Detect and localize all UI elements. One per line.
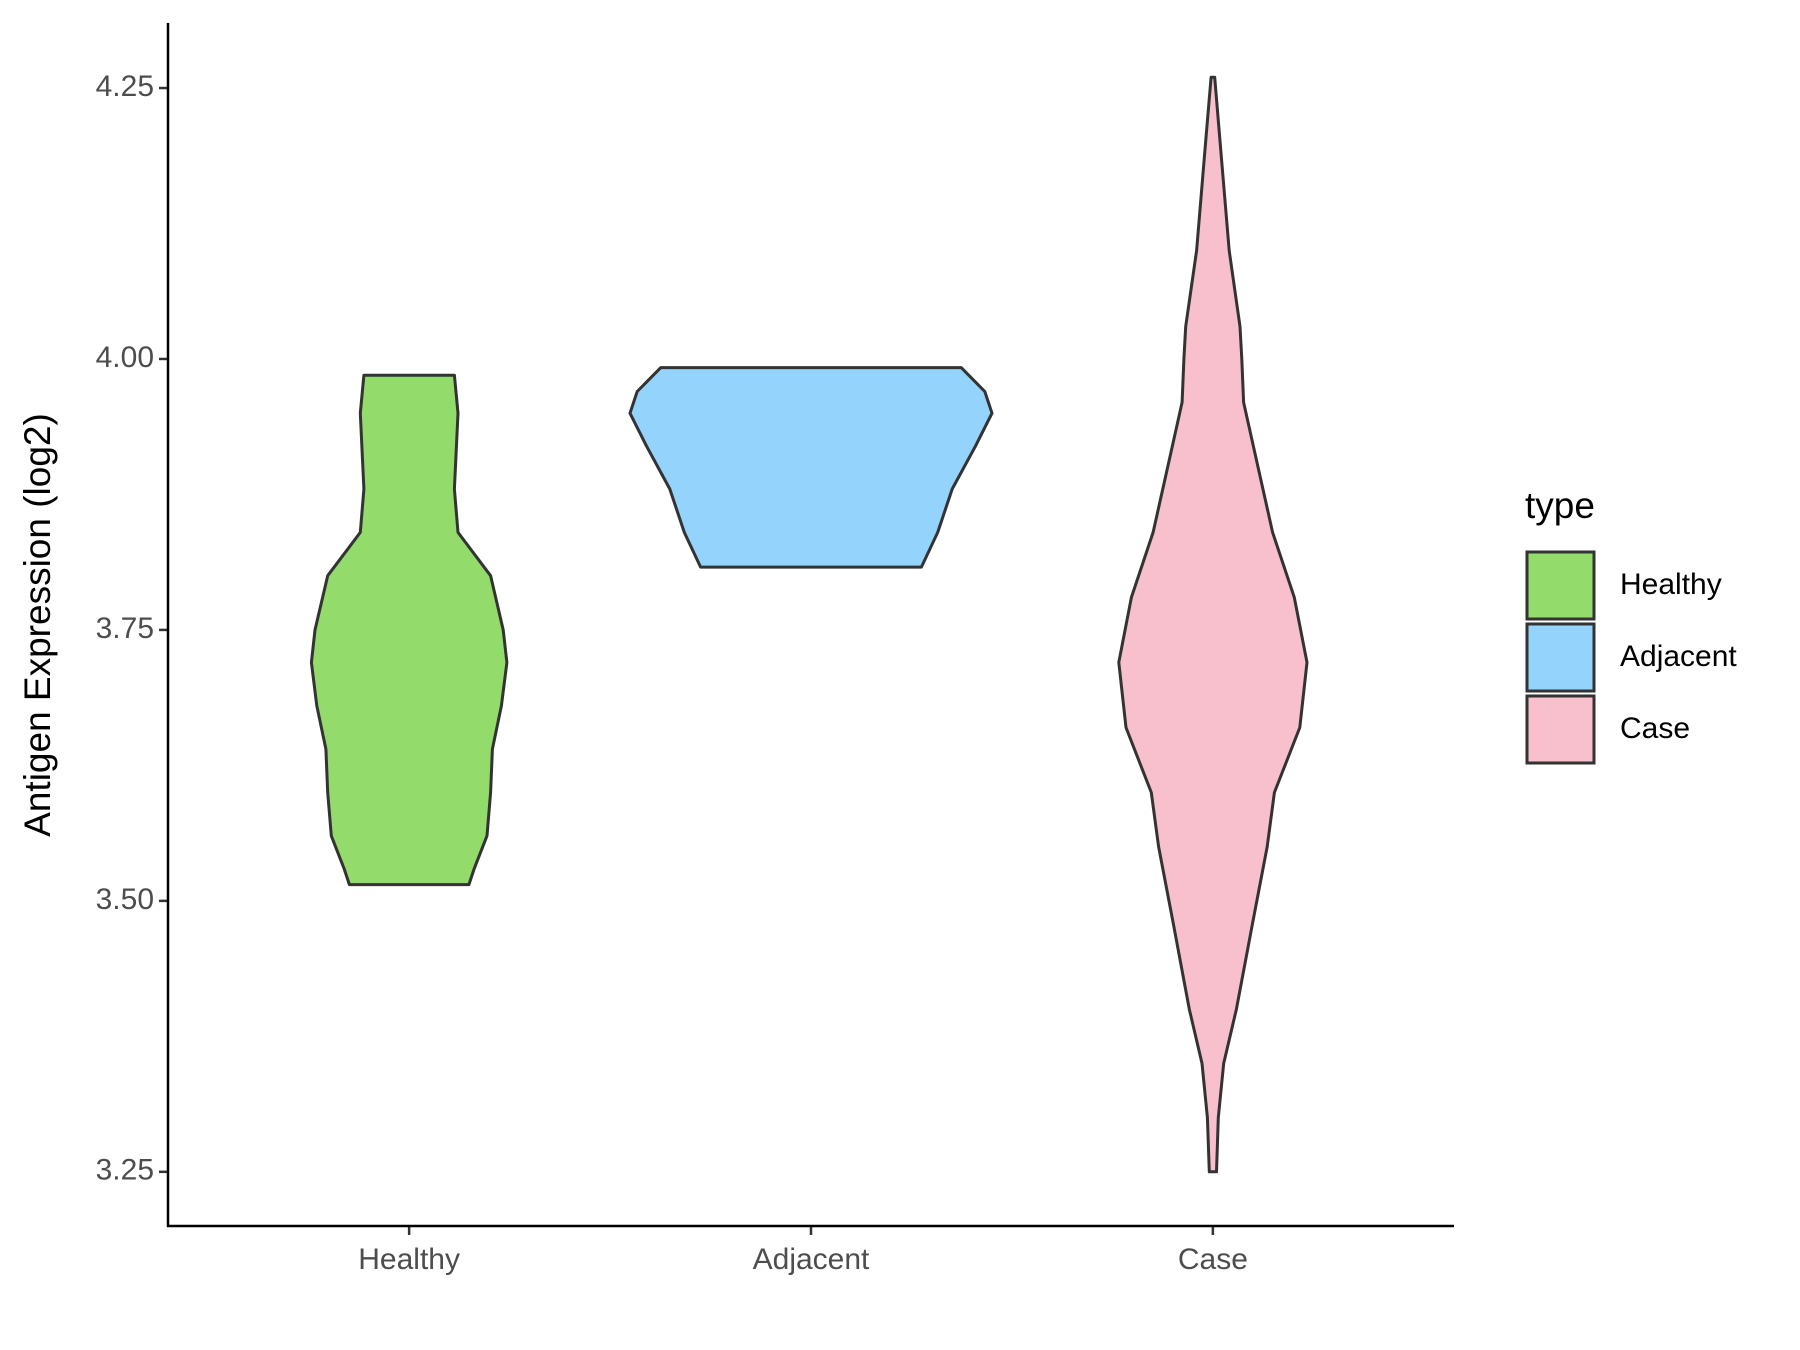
y-tick-label: 4.25 <box>96 70 154 103</box>
legend-title: type <box>1525 485 1595 526</box>
violin <box>1117 75 1309 1174</box>
legend-key <box>1525 694 1596 765</box>
y-tick-label: 3.25 <box>96 1154 154 1187</box>
y-tick-label: 4.00 <box>96 341 154 374</box>
y-axis-title: Antigen Expression (log2) <box>17 413 58 837</box>
y-tick-label: 3.75 <box>96 612 154 645</box>
legend-label: Adjacent <box>1620 640 1737 673</box>
x-tick-label: Healthy <box>358 1243 460 1276</box>
x-tick-label: Adjacent <box>753 1243 870 1276</box>
violin <box>628 366 994 569</box>
legend-label: Case <box>1620 712 1690 745</box>
legend-key <box>1525 622 1596 693</box>
legend-label: Healthy <box>1620 568 1722 601</box>
y-tick-label: 3.50 <box>96 883 154 916</box>
legend-key <box>1525 550 1596 621</box>
x-tick-label: Case <box>1178 1243 1248 1276</box>
violin <box>309 373 509 887</box>
